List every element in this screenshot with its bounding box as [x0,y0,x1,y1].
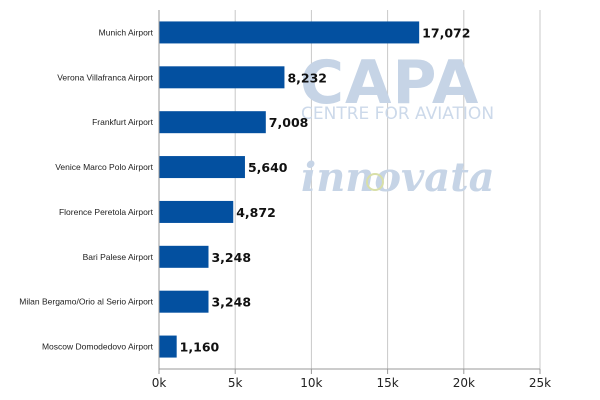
bar [159,290,209,313]
data-label: 3,248 [211,295,251,310]
data-label: 4,872 [236,205,276,220]
data-label: 5,640 [248,160,288,175]
category-labels: Munich Airport Verona Villafranca Airport… [19,27,153,351]
bars [159,21,420,358]
watermark-capa-text: CAPA [300,48,479,118]
data-label: 8,232 [287,70,327,85]
watermark-innovata-text: innovata [301,154,495,201]
bar [159,66,285,89]
category-label: Verona Villafranca Airport [57,72,153,82]
category-label: Frankfurt Airport [92,117,154,127]
x-tick-label: 20k [453,376,475,390]
watermark-innovata: innovata [301,154,495,201]
x-tick-label: 10k [300,376,322,390]
bar [159,156,245,179]
data-labels: 17,072 8,232 7,008 5,640 4,872 3,248 3,248 1,16… [180,25,471,354]
category-label: Florence Peretola Airport [59,207,154,217]
bar [159,200,234,223]
category-label: Venice Marco Polo Airport [55,162,153,172]
x-tick-label: 15k [376,376,398,390]
watermark-capa: CAPA CENTRE FOR AVIATION [300,48,494,124]
watermark-capa-subtitle: CENTRE FOR AVIATION [301,104,494,124]
data-label: 17,072 [422,25,470,40]
x-axis: 0k 5k 10k 15k 20k 25k [152,10,551,390]
category-label: Moscow Domodedovo Airport [42,342,154,352]
data-label: 7,008 [269,115,309,130]
x-tick-label: 5k [228,376,243,390]
data-label: 3,248 [211,250,251,265]
x-tick-label: 0k [152,376,167,390]
x-tick-label: 25k [529,376,551,390]
bar [159,245,209,268]
category-label: Munich Airport [99,27,154,37]
bar [159,111,266,134]
watermark-innovata-swirl-icon [366,173,384,191]
bar [159,21,420,44]
category-label: Milan Bergamo/Orio al Serio Airport [19,297,153,307]
bar [159,335,177,358]
gridlines [234,10,541,369]
data-label: 1,160 [180,340,220,355]
category-label: Bari Palese Airport [83,252,154,262]
